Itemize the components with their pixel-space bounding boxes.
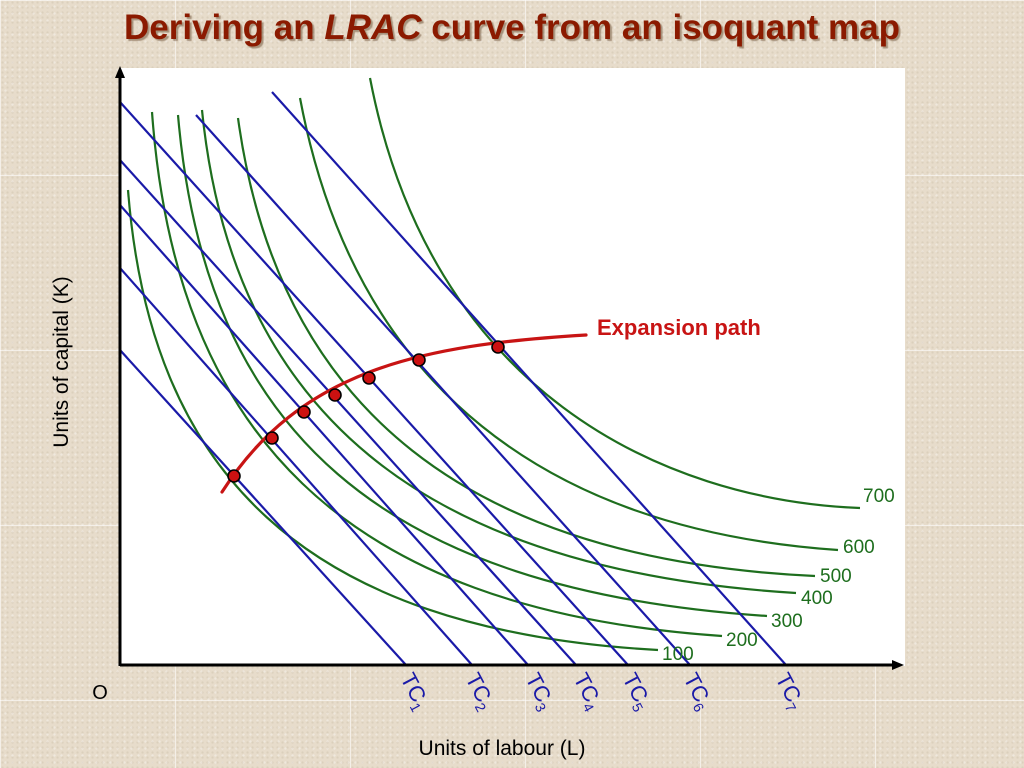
isoquant-label-500: 500: [820, 566, 852, 587]
isocost-line-tc7: [271, 91, 787, 666]
isocost-label-tc4: TC4: [566, 669, 608, 715]
isocost-label-tc6: TC6: [676, 669, 718, 715]
isoquant-curve-100: [126, 189, 659, 652]
isoquant-curve-300: [176, 114, 768, 618]
isocost-line-tc2: [119, 267, 473, 666]
isocost-line-tc5: [119, 101, 629, 666]
isoquant-curve-600: [298, 97, 839, 552]
plot-area: [120, 68, 905, 666]
tangency-point-4: [328, 388, 342, 402]
isoquant-label-600: 600: [843, 537, 875, 558]
isoquant-curve-200: [150, 111, 723, 638]
isocost-label-tc5: TC5: [615, 669, 657, 715]
isoquant-label-700: 700: [863, 486, 895, 507]
isoquant-label-400: 400: [801, 588, 833, 609]
tangency-point-1: [227, 469, 241, 483]
isocost-label-tc3: TC3: [518, 669, 560, 715]
title-emphasis: LRAC: [324, 8, 422, 47]
y-axis-arrow: [115, 66, 125, 78]
tangency-point-3: [297, 405, 311, 419]
isocost-subscript-tc2: 2: [472, 700, 490, 715]
tangency-point-6: [412, 353, 426, 367]
isocost-subscript-tc7: 7: [782, 700, 800, 715]
x-axis-arrow: [892, 660, 904, 670]
axes-layer: [115, 66, 904, 670]
isoquant-curve-700: [368, 77, 861, 510]
tangency-point-2: [265, 431, 279, 445]
isocost-line-tc6: [195, 114, 691, 666]
isocost-subscript-tc4: 4: [580, 700, 598, 715]
x-axis-label: Units of labour (L): [419, 737, 586, 760]
isoquant-label-100: 100: [662, 644, 694, 665]
tangency-point-5: [362, 371, 376, 385]
expansion-path-label: Expansion path: [597, 315, 761, 340]
isocost-line-tc1: [119, 349, 407, 666]
curves-layer: [119, 77, 861, 666]
isocost-subscript-tc6: 6: [690, 700, 708, 715]
isoquant-curve-400: [200, 109, 797, 595]
isocost-label-tc2: TC2: [458, 669, 500, 715]
tangency-point-7: [491, 340, 505, 354]
isocost-line-tc3: [119, 204, 529, 666]
isocost-line-tc4: [119, 159, 577, 666]
y-axis-label: Units of capital (K): [50, 276, 73, 448]
title-prefix: Deriving an: [123, 8, 315, 47]
isocost-subscript-tc1: 1: [407, 700, 425, 715]
isocost-label-tc1: TC1: [393, 669, 435, 715]
isocost-label-tc7: TC7: [768, 669, 810, 715]
origin-label: O: [92, 682, 108, 704]
isoquant-curve-500: [236, 117, 816, 578]
isoquant-label-300: 300: [771, 611, 803, 632]
slide-title: Deriving an LRAC curve from an isoquant …: [0, 8, 1024, 48]
isoquant-label-200: 200: [726, 630, 758, 651]
title-suffix: curve from an isoquant map: [431, 8, 900, 47]
isocost-subscript-tc5: 5: [629, 700, 647, 715]
isocost-subscript-tc3: 3: [532, 700, 550, 715]
